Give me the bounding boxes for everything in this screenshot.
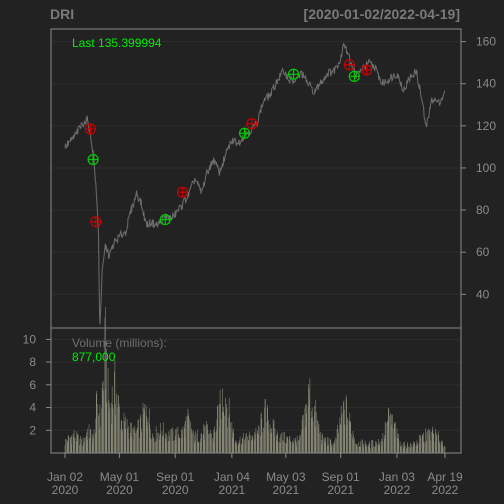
- volume-axis: 2 4 6 8 10: [23, 332, 51, 437]
- volume-tick-label: 8: [29, 355, 36, 369]
- sell-signal-marker: [84, 123, 96, 135]
- sell-signal-marker: [343, 59, 355, 71]
- volume-value-label: 877,000: [72, 350, 116, 364]
- volume-tick-label: 2: [29, 423, 36, 437]
- volume-tick-label: 6: [29, 378, 36, 392]
- sell-signal-marker: [360, 64, 373, 76]
- date-tick-year: 2022: [432, 483, 459, 497]
- price-axis: 40 60 80 100 120 140 160: [461, 35, 496, 301]
- date-tick-month: Jan 02: [47, 470, 83, 484]
- buy-signal-marker: [348, 70, 360, 82]
- date-range-label: [2020-01-02/2022-04-19]: [304, 6, 460, 22]
- date-tick-year: 2021: [272, 483, 299, 497]
- price-tick-label: 120: [476, 119, 496, 133]
- buy-signal-marker: [287, 68, 300, 80]
- price-line: [64, 42, 446, 325]
- date-tick-month: Apr 19: [427, 470, 463, 484]
- price-panel-border: [50, 28, 462, 329]
- date-tick-year: 2021: [327, 483, 354, 497]
- chart-title: DRI: [50, 6, 74, 22]
- price-tick-label: 80: [476, 203, 490, 217]
- sell-signal-marker: [176, 186, 189, 198]
- date-tick-month: May 01: [100, 470, 140, 484]
- date-tick-year: 2020: [52, 483, 79, 497]
- date-tick-year: 2020: [162, 483, 189, 497]
- volume-bars: [64, 307, 446, 453]
- date-tick-year: 2020: [106, 483, 133, 497]
- volume-tick-label: 10: [23, 332, 37, 346]
- price-tick-label: 60: [476, 245, 490, 259]
- price-tick-label: 140: [476, 77, 496, 91]
- last-price-label: Last 135.399994: [72, 36, 162, 50]
- date-tick-year: 2022: [384, 483, 411, 497]
- signal-markers: [84, 59, 373, 228]
- price-tick-label: 160: [476, 35, 496, 49]
- sell-signal-marker: [90, 216, 102, 228]
- date-tick-month: Sep 01: [322, 470, 360, 484]
- date-tick-month: Sep 01: [156, 470, 194, 484]
- price-line-group: [64, 42, 446, 325]
- price-tick-label: 100: [476, 161, 496, 175]
- date-tick-year: 2021: [219, 483, 246, 497]
- buy-signal-marker: [159, 213, 171, 226]
- buy-signal-marker: [238, 127, 251, 139]
- date-tick-month: Jan 04: [214, 470, 250, 484]
- date-tick-month: May 03: [266, 470, 306, 484]
- volume-tick-label: 4: [29, 401, 36, 415]
- sell-signal-marker: [246, 118, 258, 130]
- price-tick-label: 40: [476, 287, 490, 301]
- date-tick-month: Jan 03: [379, 470, 415, 484]
- volume-grid: [51, 338, 461, 431]
- buy-signal-marker: [87, 153, 99, 166]
- volume-title-label: Volume (millions):: [72, 336, 167, 350]
